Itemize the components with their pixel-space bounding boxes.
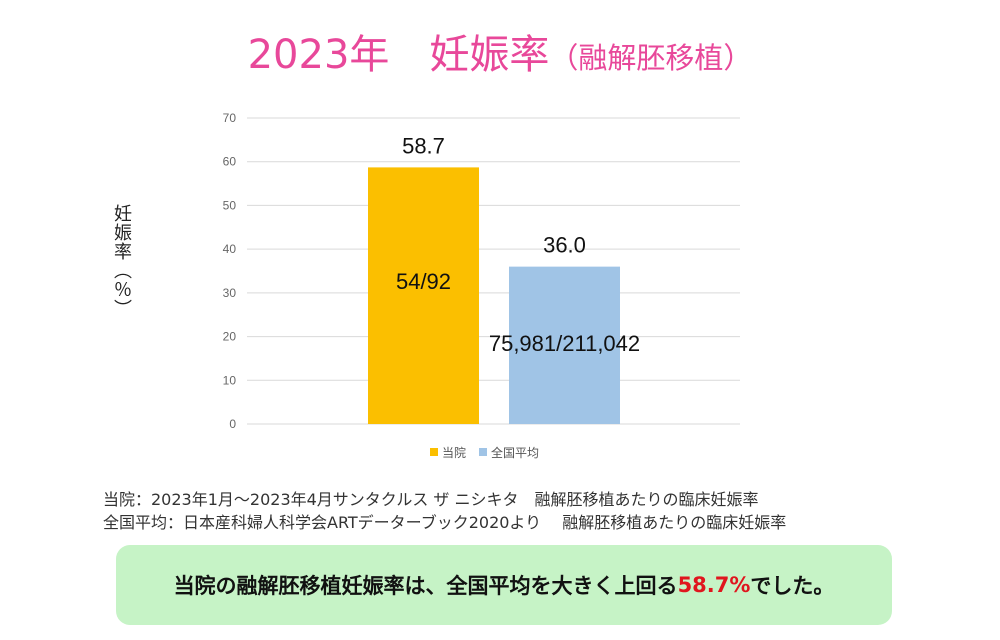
y-tick-label: 50 (223, 198, 237, 212)
bar-chart: 0 10 20 30 40 50 60 70 58.7 36.0 54/92 75,981/211,0… (223, 111, 740, 460)
callout-highlight: 58.7% (677, 573, 751, 597)
footnote-national: 全国平均：日本産科婦人科学会ARTデーターブック2020より 融解胚移植あたりの… (103, 513, 787, 532)
chart-title-main: 2023年 妊娠率 (247, 32, 550, 78)
legend-entry: 全国平均 (491, 445, 539, 460)
y-tick-label: 0 (229, 417, 236, 431)
legend-swatch (430, 448, 438, 456)
y-tick-label: 70 (223, 111, 237, 125)
chart-title-sub: （融解胚移植） (549, 41, 753, 75)
y-tick-label: 40 (223, 242, 237, 256)
bar-inner-label: 54/92 (396, 269, 451, 294)
y-tick-label: 20 (223, 330, 237, 344)
y-tick-label: 10 (223, 373, 237, 387)
summary-callout: 当院の融解胚移植妊娠率は、全国平均を大きく上回る 58.7% でした。 (116, 545, 892, 625)
callout-text-after: でした。 (750, 574, 835, 598)
y-tick-label: 30 (223, 286, 237, 300)
footnote-clinic: 当院：2023年1月～2023年4月サンタクルス ザ ニシキタ 融解胚移植あたり… (103, 490, 759, 509)
legend-entry: 当院 (442, 446, 466, 460)
chart-title: 2023年 妊娠率（融解胚移植） (0, 22, 1000, 80)
bar (368, 167, 479, 424)
callout-text-before: 当院の融解胚移植妊娠率は、全国平均を大きく上回る (173, 574, 678, 598)
y-axis-label: 妊娠率（％） (111, 204, 132, 318)
data-label: 36.0 (543, 233, 586, 258)
y-tick-label: 60 (223, 155, 237, 169)
bar (509, 266, 620, 424)
bar-inner-label: 75,981/211,042 (489, 331, 640, 356)
legend-swatch (479, 448, 487, 456)
data-label: 58.7 (402, 133, 445, 158)
